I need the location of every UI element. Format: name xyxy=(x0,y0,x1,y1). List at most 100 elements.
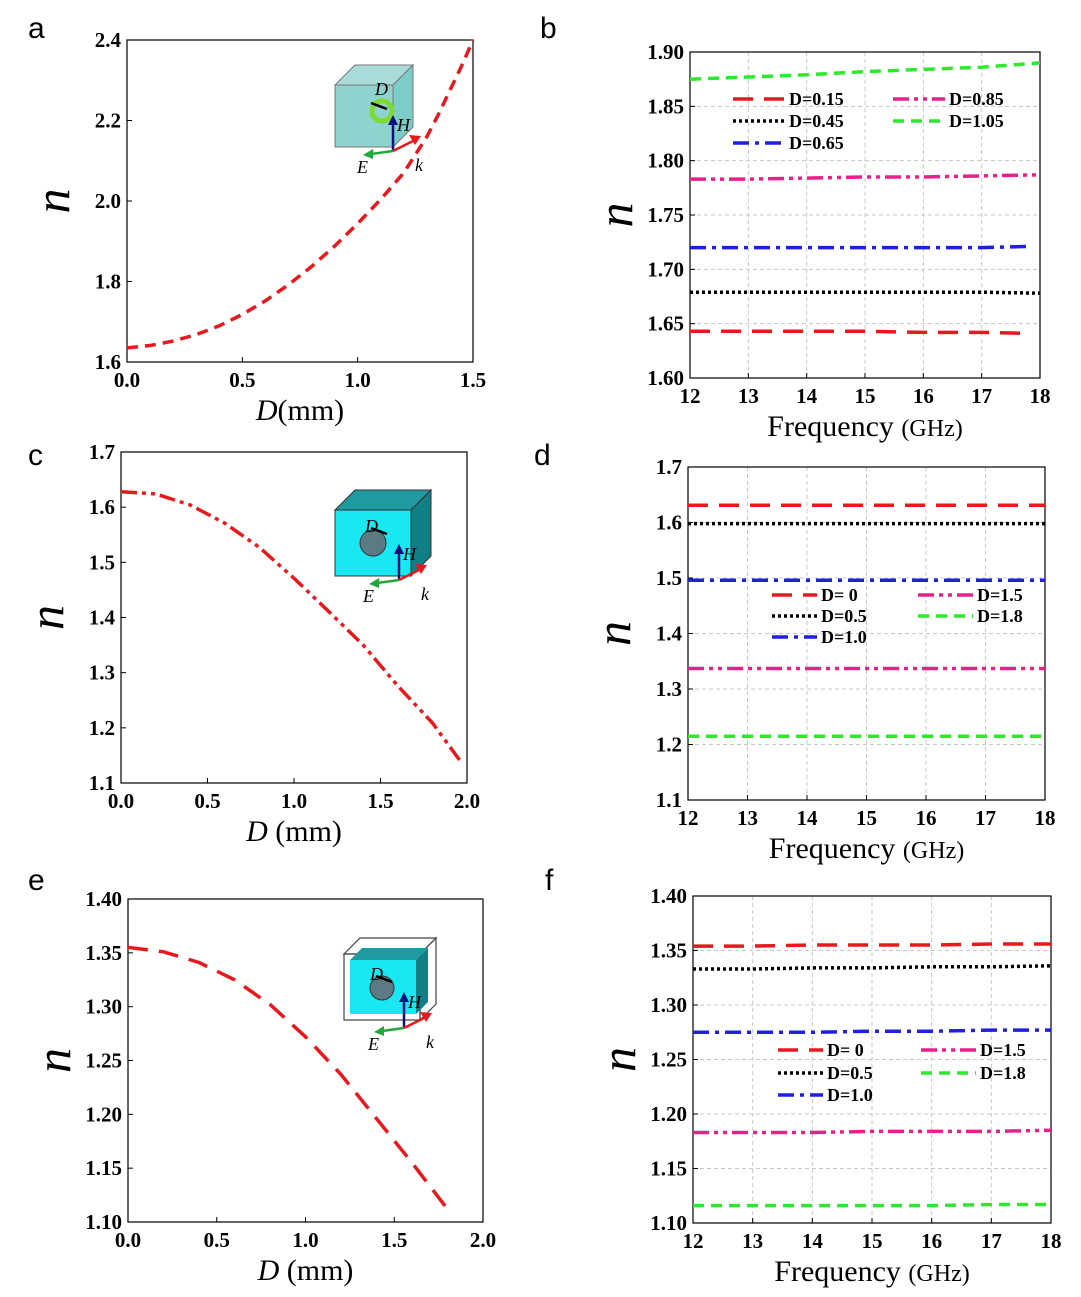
x-axis-label-var: D xyxy=(255,394,278,427)
y-tick-label: 1.2 xyxy=(656,733,682,757)
legend-label: D=1.05 xyxy=(949,111,1004,131)
cube-top-face xyxy=(350,948,428,960)
y-axis-label: n xyxy=(585,621,641,646)
legend-label: D=0.5 xyxy=(821,606,867,626)
cube-side-face xyxy=(416,948,428,1014)
series-line-d10 xyxy=(693,1028,1051,1035)
x-tick-label: 1.5 xyxy=(367,789,393,813)
y-axis-label: n xyxy=(25,1048,81,1073)
x-tick-label: 15 xyxy=(855,384,876,408)
legend-label: D= 0 xyxy=(827,1040,864,1060)
x-tick-label: 17 xyxy=(971,384,992,408)
x-tick-label: 1.5 xyxy=(460,368,486,392)
inset-label-e: E xyxy=(362,586,374,606)
legend-label: D=1.8 xyxy=(980,1063,1026,1083)
x-tick-label: 15 xyxy=(856,806,877,830)
panel-label: a xyxy=(28,12,45,45)
panel-label: c xyxy=(28,439,43,472)
air-hole xyxy=(369,975,395,1001)
y-axis-label: n xyxy=(18,605,74,630)
y-tick-label: 1.30 xyxy=(650,993,687,1017)
y-tick-label: 1.6 xyxy=(656,511,682,535)
legend-label: D= 0 xyxy=(821,585,858,605)
plot-frame xyxy=(127,898,484,1223)
series-line-d065 xyxy=(690,244,1029,250)
x-axis-label-var: D xyxy=(245,815,268,848)
h-arrowhead-icon xyxy=(399,992,409,1002)
e-arrowhead-icon xyxy=(369,578,379,588)
x-tick-label: 18 xyxy=(1035,806,1056,830)
k-arrowhead-icon xyxy=(420,1012,432,1022)
ring-resonator xyxy=(369,98,395,124)
y-tick-label: 1.15 xyxy=(650,1157,687,1181)
x-axis-label: D (mm) xyxy=(257,1254,354,1287)
y-tick-label: 1.6 xyxy=(95,350,121,374)
series-line-0 xyxy=(120,489,464,765)
h-arrowhead-icon xyxy=(388,115,398,125)
unit-cell-inset: DHE k xyxy=(342,936,438,1054)
y-tick-label: 1.10 xyxy=(85,1210,122,1234)
e-arrowhead-icon xyxy=(374,1026,384,1036)
y-tick-label: 1.8 xyxy=(95,270,121,294)
x-axis-label: D(mm) xyxy=(255,394,344,427)
x-axis-label-name: Frequency xyxy=(774,1255,908,1288)
legend: D= 0D=0.5D=1.0D=1.5D=1.8 xyxy=(772,585,1023,647)
panel-label: d xyxy=(534,439,551,472)
x-axis-label-unit: (mm) xyxy=(279,1254,353,1287)
x-tick-label: 1.0 xyxy=(345,368,371,392)
x-axis-label-unit: (mm) xyxy=(268,815,342,848)
series-line-d0 xyxy=(693,942,1051,948)
x-tick-label: 0.0 xyxy=(115,1228,141,1252)
x-axis-label-unit: (mm) xyxy=(278,394,345,427)
panel-d: d 12 13 14 15 16 17 18 1.1 1.2 1.3 1.4 1.5 1.6 1.7 n Fre… xyxy=(534,439,1056,865)
legend: D= 0D=0.5D=1.0D=1.5D=1.8 xyxy=(778,1040,1026,1105)
x-tick-label: 18 xyxy=(1041,1229,1062,1253)
e-field-arrow xyxy=(370,149,394,156)
x-tick-label: 0.0 xyxy=(114,368,140,392)
unit-cell-inset: DHE k xyxy=(333,488,433,606)
x-tick-label: 1.5 xyxy=(381,1228,407,1252)
x-tick-label: 0.5 xyxy=(194,789,220,813)
x-tick-label: 1.0 xyxy=(281,789,307,813)
x-tick-label: 12 xyxy=(683,1229,704,1253)
x-axis-label: Frequency (GHz) xyxy=(769,832,964,865)
cube-front-face xyxy=(334,84,394,148)
inset-label-h: H xyxy=(402,544,417,564)
e-field-arrow xyxy=(381,1026,405,1033)
x-tick-label: 16 xyxy=(916,806,937,830)
x-tick-label: 17 xyxy=(975,806,996,830)
series-line-d015 xyxy=(690,329,1029,336)
y-tick-label: 1.25 xyxy=(85,1049,122,1073)
series-line-d045 xyxy=(690,290,1041,295)
unit-cell-inset: DHE k xyxy=(333,63,424,177)
legend-label: D=0.45 xyxy=(789,111,844,131)
k-arrowhead-icon xyxy=(415,564,427,574)
y-tick-label: 2.2 xyxy=(95,109,121,133)
x-tick-label: 12 xyxy=(680,384,701,408)
legend-label: D=0.15 xyxy=(789,89,844,109)
y-tick-label: 2.4 xyxy=(95,28,122,52)
k-vector-arrow xyxy=(403,1016,425,1030)
inset-label-e: E xyxy=(367,1034,379,1054)
diameter-arrow xyxy=(370,526,388,536)
y-tick-label: 1.15 xyxy=(85,1156,122,1180)
x-axis-label-name: Frequency xyxy=(769,832,903,865)
e-field-arrow xyxy=(376,578,400,585)
y-tick-label: 1.4 xyxy=(656,622,683,646)
legend-label: D=1.5 xyxy=(977,585,1023,605)
x-axis-label-name: Frequency xyxy=(767,410,901,443)
k-vector-arrow xyxy=(398,568,420,582)
x-tick-label: 12 xyxy=(678,806,699,830)
x-tick-label: 0.5 xyxy=(204,1228,230,1252)
x-axis-label: Frequency (GHz) xyxy=(774,1255,969,1288)
y-tick-label: 1.2 xyxy=(89,716,115,740)
x-tick-label: 0.5 xyxy=(229,368,255,392)
y-tick-label: 1.5 xyxy=(656,566,682,590)
y-axis-label: n xyxy=(24,189,80,214)
series-line-d105 xyxy=(689,61,1041,81)
plot-frame xyxy=(126,39,474,363)
inset-label-d: D xyxy=(374,79,388,99)
x-tick-label: 14 xyxy=(797,806,819,830)
y-tick-label: 1.85 xyxy=(647,94,684,118)
